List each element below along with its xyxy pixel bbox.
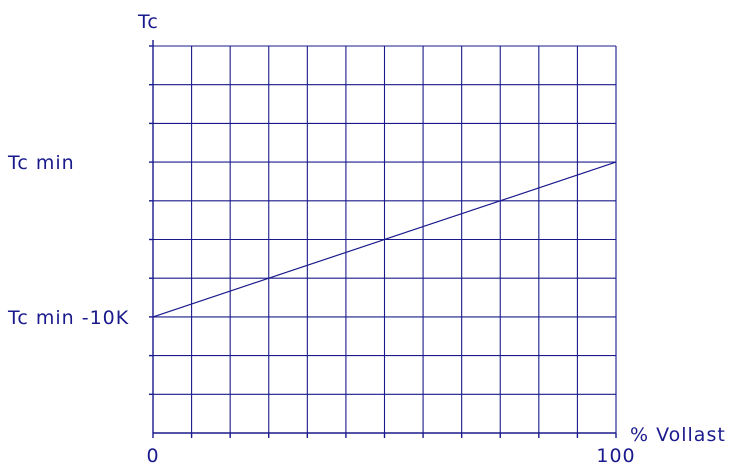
x-tick-label: 100 — [596, 445, 635, 465]
series-layer — [152, 161, 617, 318]
y-tick-label: Tc min -10K — [7, 307, 129, 329]
labels: Tc % Vollast 0 100 Tc min Tc min -10K — [7, 11, 726, 465]
x-tick-label: 0 — [146, 445, 159, 465]
y-tick-label: Tc min — [7, 152, 75, 174]
x-axis-label: % Vollast — [630, 424, 726, 446]
y-axis-label: Tc — [137, 11, 159, 33]
series-line — [152, 161, 617, 318]
axes — [149, 40, 617, 438]
